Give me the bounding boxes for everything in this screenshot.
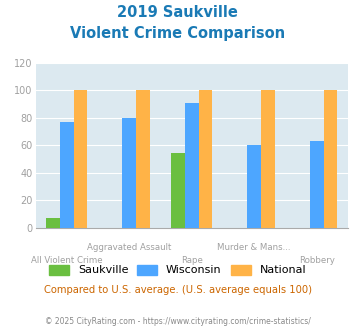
Bar: [122, 118, 136, 228]
Bar: [171, 153, 185, 228]
Legend: Saukville, Wisconsin, National: Saukville, Wisconsin, National: [49, 265, 306, 275]
Bar: [310, 141, 323, 228]
Text: Murder & Mans...: Murder & Mans...: [217, 243, 291, 251]
Bar: [73, 90, 87, 228]
Text: Violent Crime Comparison: Violent Crime Comparison: [70, 26, 285, 41]
Text: Rape: Rape: [181, 256, 203, 265]
Bar: [198, 90, 212, 228]
Text: Compared to U.S. average. (U.S. average equals 100): Compared to U.S. average. (U.S. average …: [44, 285, 311, 295]
Bar: [185, 103, 198, 228]
Bar: [323, 90, 337, 228]
Text: Robbery: Robbery: [299, 256, 335, 265]
Bar: [136, 90, 150, 228]
Text: All Violent Crime: All Violent Crime: [31, 256, 103, 265]
Bar: [261, 90, 275, 228]
Bar: [46, 218, 60, 228]
Text: © 2025 CityRating.com - https://www.cityrating.com/crime-statistics/: © 2025 CityRating.com - https://www.city…: [45, 317, 310, 326]
Bar: [60, 122, 73, 228]
Text: 2019 Saukville: 2019 Saukville: [117, 5, 238, 20]
Bar: [247, 145, 261, 228]
Text: Aggravated Assault: Aggravated Assault: [87, 243, 171, 251]
